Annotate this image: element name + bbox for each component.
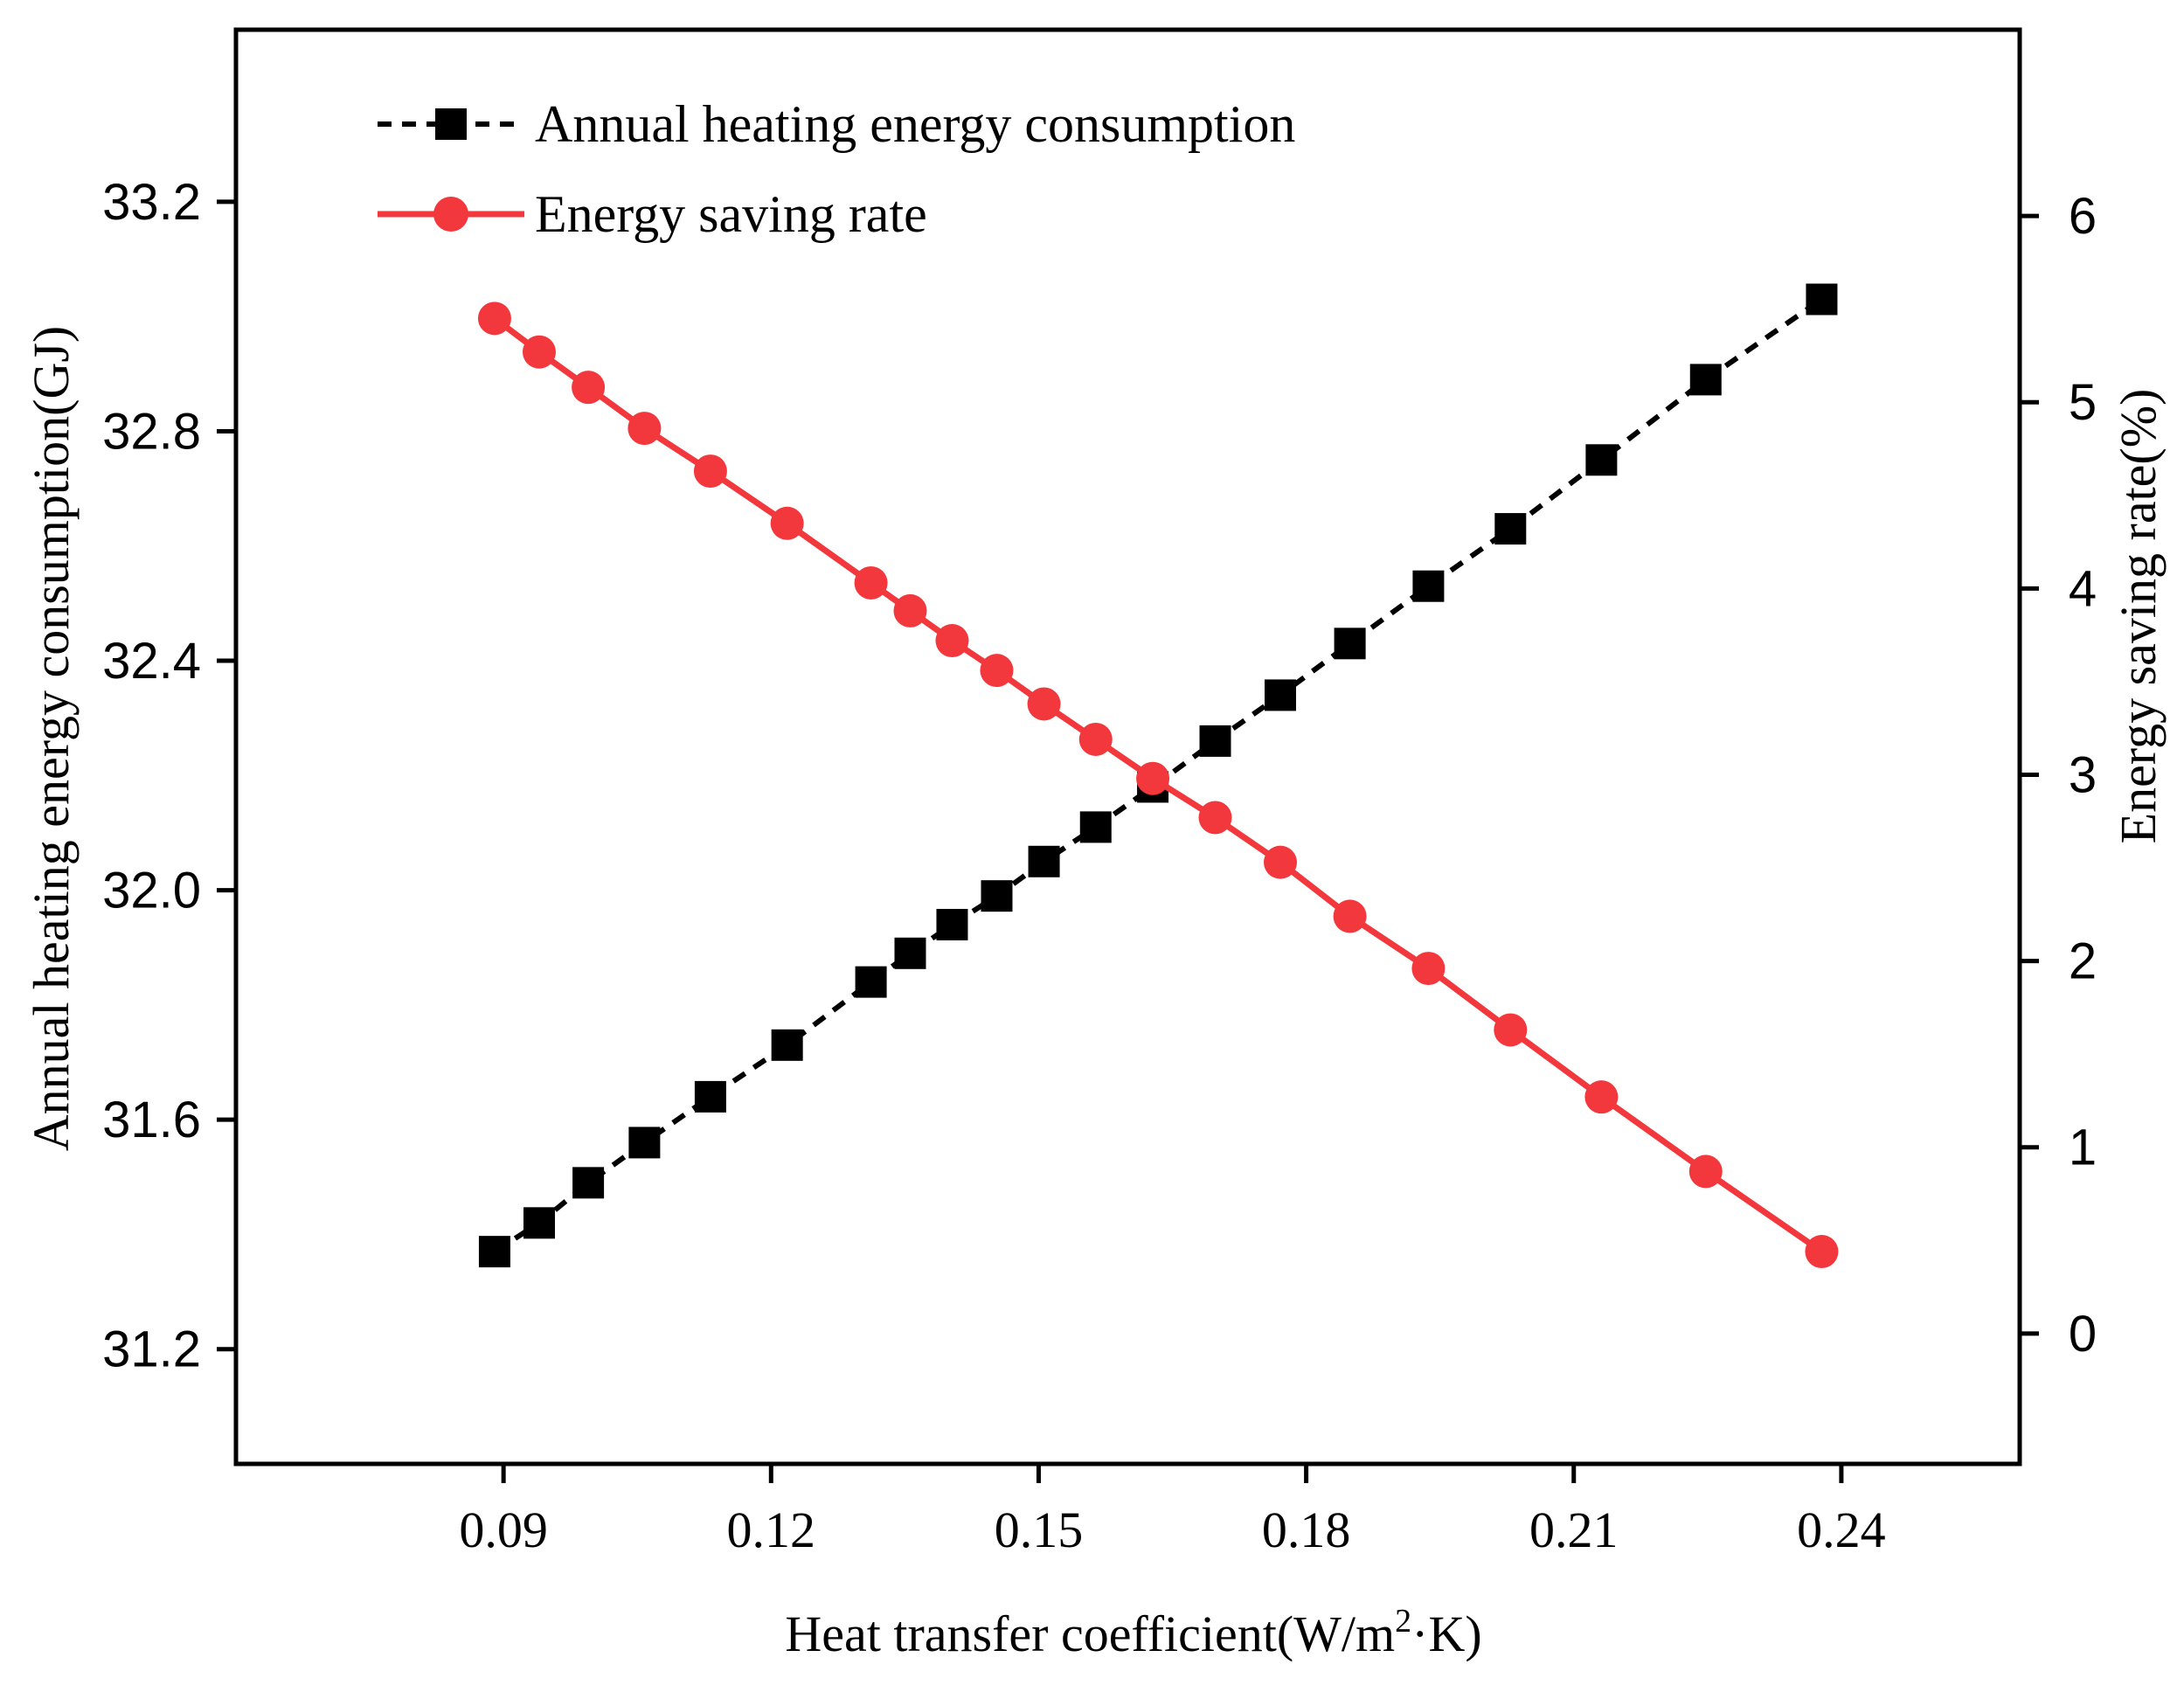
data-point	[1806, 283, 1838, 316]
data-point	[522, 335, 556, 369]
data-point	[855, 966, 887, 998]
legend-item-1: Annual heating energy consumption	[378, 95, 1295, 153]
data-point	[894, 937, 926, 969]
data-point	[1136, 761, 1170, 795]
data-point	[1494, 513, 1527, 545]
data-point	[1334, 628, 1366, 660]
data-point	[1265, 679, 1297, 711]
y-right-tick-label: 2	[2069, 933, 2097, 990]
x-tick-label: 0.12	[727, 1501, 816, 1558]
data-point	[1079, 811, 1112, 843]
legend-item-2: Energy saving rate	[378, 185, 927, 243]
y-left-tick-label: 32.0	[102, 863, 201, 919]
legend-label: Annual heating energy consumption	[535, 95, 1295, 153]
data-point	[1078, 722, 1113, 756]
data-point	[1412, 570, 1445, 602]
legend-marker	[435, 108, 467, 140]
data-point	[628, 1127, 661, 1159]
y-left-axis: 31.2 31.6 32.0 32.4 32.8 33.2	[102, 174, 236, 1378]
y-right-tick-label: 5	[2069, 374, 2097, 431]
y-left-tick-label: 32.8	[102, 403, 201, 460]
data-point	[477, 302, 511, 336]
y-left-tick-label: 32.4	[102, 633, 201, 690]
data-point	[1411, 952, 1446, 986]
y-left-tick-label: 31.6	[102, 1092, 201, 1148]
data-point	[1027, 687, 1061, 721]
data-point	[936, 908, 968, 940]
data-point	[1688, 1155, 1723, 1189]
plot-border	[233, 27, 2022, 1467]
y-right-tick-label: 0	[2069, 1306, 2097, 1363]
legend-label: Energy saving rate	[535, 185, 927, 243]
data-point	[1584, 1080, 1619, 1114]
x-tick-label: 0.15	[995, 1501, 1084, 1558]
y-left-tick-label: 31.2	[102, 1321, 201, 1378]
x-tick-label: 0.18	[1262, 1501, 1351, 1558]
x-axis-label: Heat transfer coefficient(W/m2·K)	[785, 1603, 1481, 1662]
x-tick-label: 0.24	[1797, 1501, 1886, 1558]
y-right-axis: 0 1 2 3 4 5 6	[2020, 188, 2097, 1363]
data-point	[1494, 1013, 1528, 1047]
data-point	[893, 593, 927, 628]
y-left-axis-label: Annual heating energy consumption(GJ)	[23, 326, 80, 1151]
data-point	[1585, 444, 1618, 476]
data-point	[1805, 1235, 1839, 1269]
plot-frame	[233, 27, 2022, 1467]
x-axis: 0.09 0.12 0.15 0.18 0.21 0.24	[459, 1464, 1886, 1558]
data-point	[1264, 845, 1298, 879]
data-point	[981, 880, 1013, 912]
data-point	[627, 412, 662, 446]
legend: Annual heating energy consumption Energy …	[378, 95, 1295, 243]
x-tick-label: 0.21	[1529, 1501, 1619, 1558]
data-point	[693, 454, 727, 489]
y-right-axis-label: Energy saving rate(%)	[2110, 389, 2167, 844]
data-point	[770, 506, 804, 540]
y-right-tick-label: 3	[2069, 746, 2097, 803]
data-point	[1199, 725, 1231, 757]
data-point	[771, 1029, 803, 1061]
data-point	[935, 624, 969, 658]
data-point	[980, 654, 1014, 688]
data-point	[478, 1236, 510, 1268]
series-layer	[477, 283, 1839, 1269]
data-point	[1028, 845, 1060, 877]
data-point	[694, 1080, 726, 1113]
y-right-tick-label: 4	[2069, 560, 2097, 617]
series-2	[477, 302, 1839, 1269]
data-point	[1689, 364, 1722, 396]
data-point	[572, 371, 606, 405]
data-point	[854, 565, 888, 600]
y-right-tick-label: 1	[2069, 1120, 2097, 1176]
data-point	[1198, 801, 1232, 835]
x-tick-label: 0.09	[459, 1501, 548, 1558]
data-point	[523, 1207, 555, 1239]
y-right-tick-label: 6	[2069, 188, 2097, 245]
y-left-tick-label: 33.2	[102, 174, 201, 231]
legend-marker	[433, 197, 468, 232]
data-point	[1333, 899, 1367, 933]
data-point	[572, 1167, 605, 1199]
